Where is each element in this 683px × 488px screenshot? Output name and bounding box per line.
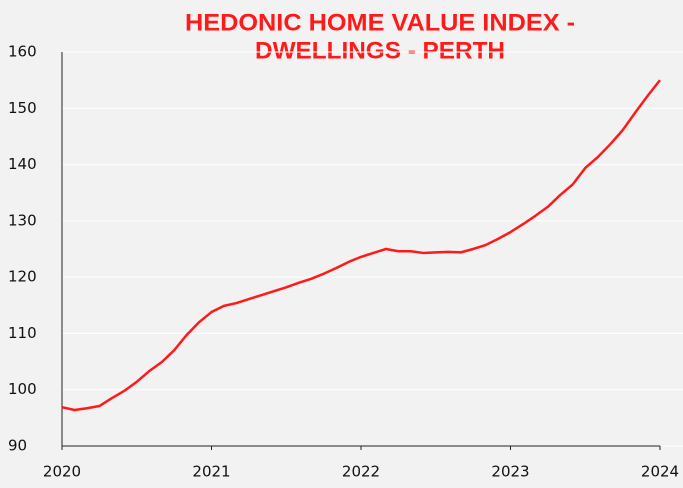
x-tick-label: 2021 <box>192 463 230 481</box>
y-tick-label: 120 <box>8 268 37 286</box>
x-tick-label: 2023 <box>491 463 529 481</box>
y-tick-label: 160 <box>8 43 37 61</box>
series-line <box>61 79 661 412</box>
y-tick-label: 130 <box>8 211 37 229</box>
x-tick-label: 2022 <box>342 463 380 481</box>
x-tick-label: 2024 <box>641 463 679 481</box>
chart-title-line: HEDONIC HOME VALUE INDEX - <box>185 9 575 36</box>
chart-title-line: DWELLINGS - PERTH <box>255 37 505 64</box>
y-tick-label: 110 <box>8 324 37 342</box>
y-tick-label: 150 <box>8 99 37 117</box>
y-tick-label: 140 <box>8 155 37 173</box>
x-tick-label: 2020 <box>43 463 81 481</box>
y-tick-label: 90 <box>8 437 27 455</box>
y-tick-label: 100 <box>8 380 37 398</box>
